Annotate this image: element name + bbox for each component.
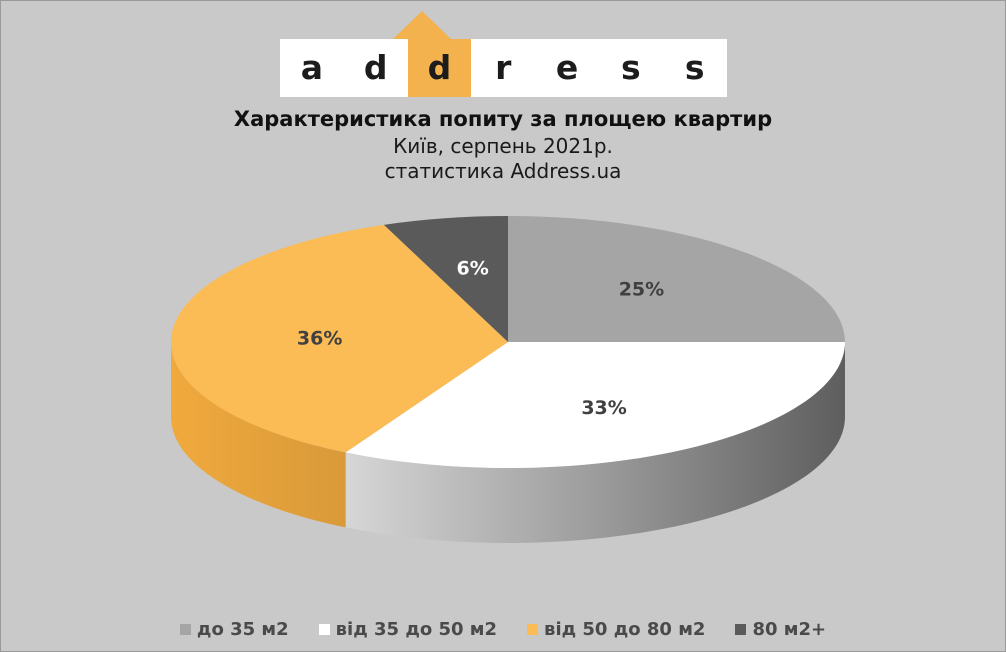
pie-slice-side [171,342,346,528]
pie-slice-side [345,342,845,543]
pie-slice [170,224,508,453]
address-logo: a d d r e s s [280,39,727,97]
logo-arrow-icon [393,11,451,39]
legend-swatch [318,624,330,635]
legend-label: до 35 м2 [196,619,289,640]
chart-subtitle-source: статистика Address.ua [384,159,622,183]
pie-slice [383,216,508,342]
legend-item: від 35 до 50 м2 [318,619,498,640]
legend-item: до 35 м2 [179,619,289,640]
chart-title: Характеристика попиту за площею квартир [233,107,773,131]
logo-letter: s [684,48,705,87]
legend-label: від 50 до 80 м2 [544,619,706,640]
pie-data-label: 6% [457,258,489,280]
pie-data-label: 33% [581,397,626,419]
logo-letter: e [555,48,579,87]
pie-slice [345,342,845,468]
pie-data-label: 36% [297,327,342,349]
logo-letter: r [495,48,512,87]
pie-data-label: 25% [619,279,664,301]
legend-item: від 50 до 80 м2 [527,619,705,640]
legend-label: 80 м2+ [752,619,827,640]
legend: до 35 м2 від 35 до 50 м2 від 50 до 80 м2… [1,619,1005,640]
legend-swatch [735,624,747,635]
logo-letter: d [363,48,388,87]
chart-subtitle-city-date: Київ, серпень 2021р. [393,134,613,158]
legend-swatch [527,624,539,635]
logo-letter: s [621,48,641,87]
legend-label: від 35 до 50 м2 [335,619,498,640]
legend-swatch [179,624,191,635]
logo-letter-accent: d [407,39,472,97]
pie-slice [508,216,845,342]
logo-letter: a [300,48,324,87]
legend-item: 80 м2+ [735,619,826,640]
